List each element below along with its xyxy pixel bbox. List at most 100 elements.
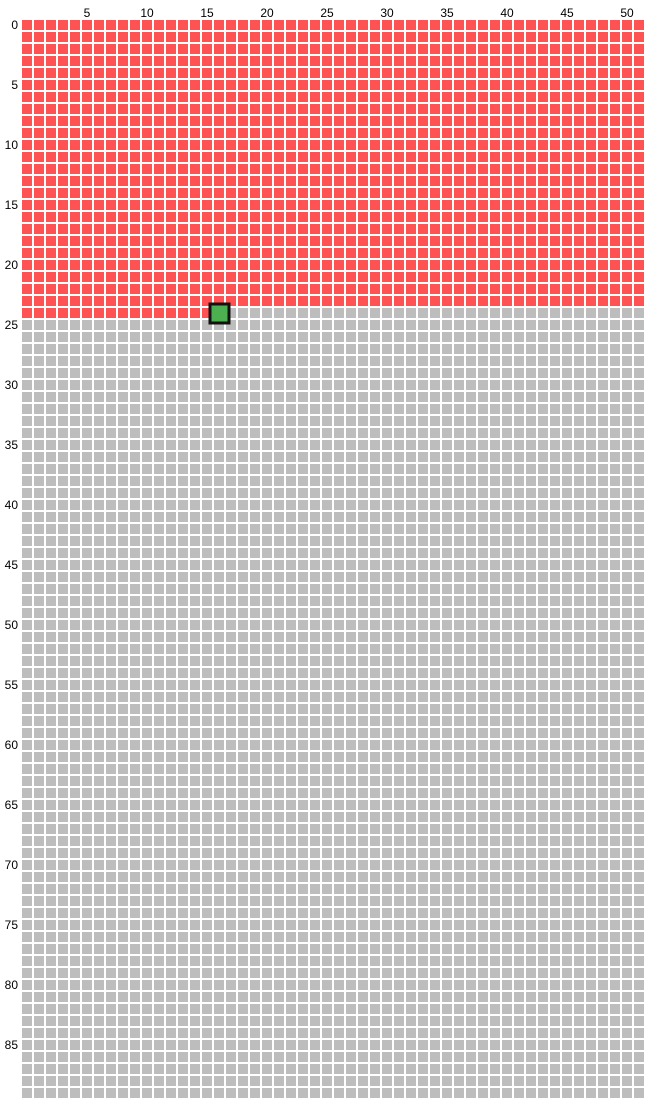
empty-cell: [70, 776, 80, 786]
filled-cell: [394, 140, 404, 150]
filled-cell: [598, 296, 608, 306]
filled-cell: [226, 260, 236, 270]
empty-cell: [226, 320, 236, 330]
empty-cell: [286, 680, 296, 690]
filled-cell: [406, 20, 416, 30]
empty-cell: [634, 788, 644, 798]
filled-cell: [382, 128, 392, 138]
empty-cell: [406, 740, 416, 750]
empty-cell: [526, 764, 536, 774]
x-tick-label: 5: [84, 6, 91, 20]
filled-cell: [586, 128, 596, 138]
y-tick-label: 55: [5, 678, 19, 692]
empty-cell: [238, 716, 248, 726]
empty-cell: [286, 944, 296, 954]
empty-cell: [226, 488, 236, 498]
empty-cell: [190, 956, 200, 966]
empty-cell: [334, 1064, 344, 1074]
empty-cell: [538, 344, 548, 354]
empty-cell: [322, 560, 332, 570]
empty-cell: [550, 1052, 560, 1062]
empty-cell: [262, 308, 272, 318]
empty-cell: [442, 560, 452, 570]
empty-cell: [526, 968, 536, 978]
empty-cell: [574, 968, 584, 978]
empty-cell: [190, 944, 200, 954]
empty-cell: [82, 416, 92, 426]
x-tick-label: 45: [560, 6, 574, 20]
filled-cell: [442, 224, 452, 234]
filled-cell: [562, 164, 572, 174]
empty-cell: [214, 716, 224, 726]
empty-cell: [190, 1004, 200, 1014]
empty-cell: [262, 884, 272, 894]
empty-cell: [514, 620, 524, 630]
filled-cell: [634, 128, 644, 138]
empty-cell: [70, 848, 80, 858]
empty-cell: [178, 908, 188, 918]
empty-cell: [310, 836, 320, 846]
empty-cell: [262, 536, 272, 546]
empty-cell: [118, 848, 128, 858]
filled-cell: [130, 68, 140, 78]
filled-cell: [610, 296, 620, 306]
empty-cell: [298, 848, 308, 858]
empty-cell: [478, 452, 488, 462]
filled-cell: [406, 188, 416, 198]
empty-cell: [322, 1016, 332, 1026]
filled-cell: [106, 152, 116, 162]
filled-cell: [478, 236, 488, 246]
filled-cell: [298, 236, 308, 246]
empty-cell: [130, 320, 140, 330]
empty-cell: [34, 440, 44, 450]
empty-cell: [22, 1040, 32, 1050]
empty-cell: [490, 572, 500, 582]
empty-cell: [190, 776, 200, 786]
filled-cell: [502, 44, 512, 54]
empty-cell: [526, 416, 536, 426]
empty-cell: [334, 428, 344, 438]
empty-cell: [382, 332, 392, 342]
empty-cell: [634, 536, 644, 546]
filled-cell: [322, 296, 332, 306]
empty-cell: [454, 932, 464, 942]
empty-cell: [130, 380, 140, 390]
filled-cell: [322, 224, 332, 234]
empty-cell: [586, 464, 596, 474]
empty-cell: [370, 992, 380, 1002]
empty-cell: [130, 1040, 140, 1050]
filled-cell: [322, 128, 332, 138]
empty-cell: [190, 668, 200, 678]
empty-cell: [370, 320, 380, 330]
empty-cell: [322, 800, 332, 810]
empty-cell: [214, 1040, 224, 1050]
filled-cell: [490, 236, 500, 246]
empty-cell: [214, 548, 224, 558]
filled-cell: [82, 92, 92, 102]
empty-cell: [370, 656, 380, 666]
empty-cell: [274, 836, 284, 846]
empty-cell: [502, 1028, 512, 1038]
filled-cell: [82, 56, 92, 66]
empty-cell: [178, 644, 188, 654]
empty-cell: [34, 608, 44, 618]
filled-cell: [310, 212, 320, 222]
filled-cell: [622, 32, 632, 42]
empty-cell: [586, 980, 596, 990]
filled-cell: [46, 116, 56, 126]
empty-cell: [178, 440, 188, 450]
empty-cell: [34, 512, 44, 522]
empty-cell: [130, 992, 140, 1002]
filled-cell: [574, 44, 584, 54]
empty-cell: [310, 1004, 320, 1014]
empty-cell: [538, 1052, 548, 1062]
empty-cell: [202, 764, 212, 774]
empty-cell: [166, 764, 176, 774]
filled-cell: [142, 296, 152, 306]
empty-cell: [106, 440, 116, 450]
empty-cell: [46, 476, 56, 486]
empty-cell: [154, 848, 164, 858]
empty-cell: [58, 524, 68, 534]
empty-cell: [526, 524, 536, 534]
empty-cell: [622, 764, 632, 774]
